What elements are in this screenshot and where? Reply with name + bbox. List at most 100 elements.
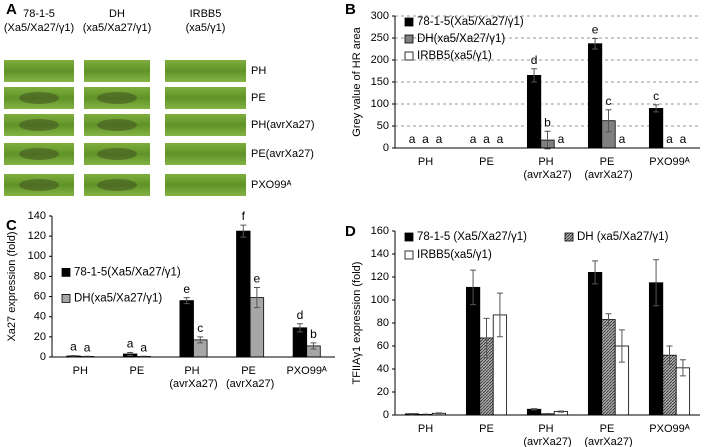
error-bar bbox=[197, 336, 204, 344]
lesion bbox=[97, 119, 137, 131]
legend-swatch bbox=[61, 293, 71, 303]
error-bar bbox=[127, 351, 134, 356]
significance-letter: a bbox=[680, 132, 687, 146]
x-tick-label: PXO99ᴬ bbox=[649, 423, 689, 435]
leaf bbox=[165, 87, 246, 109]
lesion bbox=[97, 148, 137, 160]
significance-letter: f bbox=[242, 209, 246, 223]
x-tick-label: PH bbox=[418, 423, 433, 435]
lesion bbox=[19, 179, 59, 191]
y-tick-label: 0 bbox=[383, 142, 389, 154]
y-tick-label: 100 bbox=[371, 98, 389, 110]
legend-label: DH (xa5/Xa27/γ1) bbox=[577, 231, 669, 243]
error-bar bbox=[296, 323, 303, 333]
error-bar bbox=[183, 297, 190, 305]
error-bar bbox=[240, 224, 247, 238]
significance-letter: b bbox=[310, 327, 317, 341]
y-tick-label: 60 bbox=[34, 290, 46, 302]
x-tick-label: PE bbox=[479, 423, 494, 435]
legend-swatch bbox=[404, 34, 414, 44]
legend-label: DH(xa5/Xa27/γ1) bbox=[74, 292, 162, 304]
leaf bbox=[84, 60, 150, 82]
leaf bbox=[165, 174, 246, 196]
significance-letter: a bbox=[70, 340, 77, 354]
y-tick-label: 120 bbox=[371, 271, 389, 283]
panel-label: D bbox=[345, 223, 356, 240]
error-bar bbox=[653, 104, 660, 113]
significance-letter: c bbox=[606, 94, 612, 108]
y-tick-label: 20 bbox=[377, 386, 389, 398]
y-tick-label: 120 bbox=[28, 230, 46, 242]
leaf bbox=[165, 114, 246, 136]
error-bar bbox=[592, 37, 599, 50]
lesion bbox=[97, 179, 137, 191]
y-tick-label: 40 bbox=[34, 311, 46, 323]
y-tick-label: 200 bbox=[371, 54, 389, 66]
error-bar bbox=[253, 287, 260, 309]
bar bbox=[465, 286, 481, 416]
y-axis-label: Grey value of HR area bbox=[351, 26, 363, 136]
error-bar bbox=[70, 354, 77, 357]
column-header: 78-1-5 bbox=[23, 8, 55, 20]
significance-letter: a bbox=[409, 132, 416, 146]
x-tick-label: PH (avrXa27) bbox=[523, 423, 571, 447]
error-bar bbox=[653, 259, 660, 307]
legend-swatch bbox=[404, 250, 414, 260]
significance-letter: b bbox=[544, 115, 551, 129]
x-tick-label: PE (avrXa27) bbox=[226, 365, 274, 390]
bar bbox=[526, 75, 542, 149]
panel-label: B bbox=[345, 1, 356, 18]
significance-letter: a bbox=[666, 132, 673, 146]
error-bar bbox=[544, 413, 551, 415]
bar bbox=[587, 271, 603, 416]
y-tick-label: 80 bbox=[34, 270, 46, 282]
significance-letter: c bbox=[197, 321, 203, 335]
y-axis-label: Xa27 expression (fold) bbox=[6, 231, 18, 341]
bar bbox=[179, 300, 194, 358]
significance-letter: c bbox=[653, 89, 659, 103]
error-bar bbox=[531, 68, 538, 83]
bar bbox=[587, 43, 603, 149]
x-tick-label: PH bbox=[418, 156, 433, 168]
error-bar bbox=[557, 410, 564, 413]
row-label: PE(avrXa27) bbox=[251, 148, 314, 160]
error-bar bbox=[531, 408, 538, 411]
y-axis-label: TFIIAγ1 expression (fold) bbox=[351, 262, 363, 385]
y-tick-label: 150 bbox=[371, 76, 389, 88]
legend-swatch bbox=[564, 232, 574, 242]
significance-letter: a bbox=[558, 132, 565, 146]
significance-letter: e bbox=[592, 23, 599, 37]
bar bbox=[648, 108, 664, 149]
x-tick-label: PXO99ᴬ bbox=[286, 365, 326, 377]
row-label: PE bbox=[251, 92, 266, 104]
error-bar bbox=[470, 269, 477, 306]
y-tick-label: 300 bbox=[371, 10, 389, 22]
legend-swatch bbox=[404, 17, 414, 27]
y-tick-label: 250 bbox=[371, 32, 389, 44]
legend-swatch bbox=[61, 267, 71, 277]
error-bar bbox=[666, 345, 673, 365]
bar bbox=[601, 319, 616, 416]
column-header: (xa5/γ1) bbox=[186, 22, 226, 34]
error-bar bbox=[496, 292, 503, 338]
x-tick-label: PE bbox=[479, 156, 494, 168]
error-bar bbox=[605, 313, 612, 326]
error-bar bbox=[605, 109, 612, 133]
error-bar bbox=[409, 413, 416, 415]
significance-letter: a bbox=[497, 132, 504, 146]
significance-letter: a bbox=[483, 132, 490, 146]
x-tick-label: PH bbox=[73, 365, 88, 377]
axes bbox=[394, 16, 700, 149]
error-bar bbox=[618, 329, 625, 363]
leaf bbox=[165, 143, 246, 165]
y-tick-label: 140 bbox=[371, 248, 389, 260]
error-bar bbox=[592, 260, 599, 285]
legend-label: IRBB5(xa5/γ1) bbox=[417, 249, 492, 261]
row-label: PXO99ᴬ bbox=[251, 179, 291, 191]
significance-letter: a bbox=[470, 132, 477, 146]
x-tick-label: PXO99ᴬ bbox=[649, 156, 689, 168]
error-bar bbox=[310, 342, 317, 350]
column-header: DH bbox=[109, 8, 125, 20]
legend-swatch bbox=[404, 51, 414, 61]
